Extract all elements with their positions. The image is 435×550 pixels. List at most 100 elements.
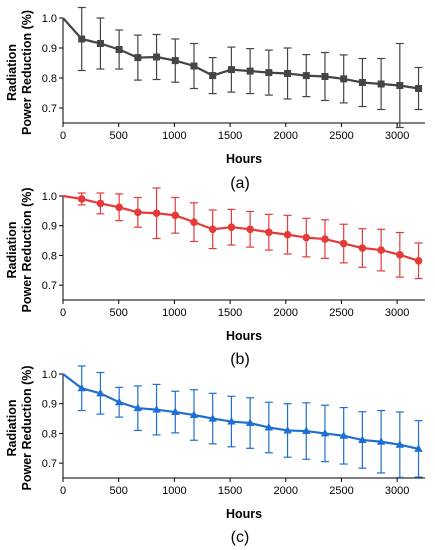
data-point-a <box>190 62 198 70</box>
data-point-a <box>321 73 329 80</box>
data-point-b <box>77 195 86 203</box>
y-tick-label-b: 0.7 <box>42 280 57 292</box>
data-point-a <box>358 79 366 86</box>
data-point-b <box>227 223 236 231</box>
x-tick-label-b: 1500 <box>218 307 242 319</box>
x-tick-label-a: 1000 <box>162 130 186 142</box>
data-point-a <box>153 53 161 61</box>
x-tick-label-a: 1500 <box>218 130 242 142</box>
y-tick-label-b: 0.9 <box>42 221 57 233</box>
data-point-c <box>302 426 311 435</box>
x-axis-title-a: Hours <box>226 152 262 166</box>
data-point-a <box>302 72 310 80</box>
data-point-a <box>78 35 86 43</box>
data-point-a <box>284 70 292 77</box>
data-point-b <box>283 230 292 239</box>
data-point-a <box>209 72 217 80</box>
chart-panel-c: 0 500 1000 1500 2000 2500 3000 0.7 0.8 0.9 1.0 Hour… <box>5 365 425 546</box>
data-point-b <box>358 244 367 252</box>
x-tick-label-a: 0 <box>60 130 66 142</box>
data-point-c <box>395 440 405 448</box>
data-point-c <box>114 397 124 406</box>
x-tick-label-b: 500 <box>110 307 128 319</box>
data-point-c <box>77 383 86 392</box>
data-point-a <box>415 85 423 92</box>
x-tick-label-c: 500 <box>110 485 128 497</box>
panel-label-a: (a) <box>230 175 250 192</box>
y-axis-title-line-a: Radiation <box>5 44 19 101</box>
data-point-a <box>134 54 142 62</box>
y-tick-label-b: 0.8 <box>42 250 57 262</box>
y-tick-label-a: 1.0 <box>42 13 57 25</box>
data-point-c <box>264 422 274 431</box>
x-tick-label-c: 1000 <box>162 485 186 497</box>
data-point-b <box>134 208 142 217</box>
y-tick-label-a: 0.9 <box>42 43 57 55</box>
series-line-a <box>62 17 419 90</box>
x-tick-label-a: 500 <box>110 130 128 142</box>
data-point-c <box>227 417 236 425</box>
data-point-a <box>227 66 235 74</box>
data-point-a <box>340 75 348 83</box>
data-point-b <box>171 211 180 220</box>
data-point-c <box>283 425 292 434</box>
data-point-a <box>96 40 104 47</box>
x-tick-label-c: 1500 <box>218 485 242 497</box>
x-tick-label-a: 2500 <box>329 130 353 142</box>
x-tick-label-c: 0 <box>60 485 66 497</box>
x-tick-label-b: 2000 <box>274 307 298 319</box>
x-tick-label-a: 2000 <box>274 130 298 142</box>
data-point-c <box>189 410 199 419</box>
y-tick-label-a: 0.7 <box>42 103 57 115</box>
y-tick-label-a: 0.8 <box>42 73 57 85</box>
data-point-a <box>115 46 123 53</box>
x-tick-label-a: 3000 <box>385 130 409 142</box>
data-point-b <box>96 199 105 208</box>
y-axis-title-line-c: Power Reduction (%) <box>20 365 34 490</box>
data-point-c <box>339 431 348 439</box>
x-tick-label-c: 2000 <box>274 485 298 497</box>
data-point-b <box>321 235 329 243</box>
x-tick-label-b: 0 <box>60 307 66 319</box>
data-point-a <box>377 80 385 88</box>
data-point-b <box>414 256 423 265</box>
data-point-b <box>396 251 404 259</box>
x-axis-title-b: Hours <box>226 329 262 343</box>
y-tick-label-b: 1.0 <box>42 191 57 203</box>
data-point-c <box>358 435 367 443</box>
chart-panel-b: 0 500 1000 1500 2000 2500 3000 0.7 0.8 0.9 1.0 Hour… <box>5 187 425 368</box>
data-point-b <box>208 225 217 234</box>
chart-panel-a: 0 500 1000 1500 2000 2500 3000 0.7 0.8 0.9 1.0 Hour… <box>5 6 425 192</box>
y-tick-label-c: 0.8 <box>42 428 57 440</box>
data-point-a <box>246 67 254 75</box>
x-tick-label-b: 1000 <box>162 307 186 319</box>
data-point-b <box>190 218 198 226</box>
data-point-c <box>208 414 217 422</box>
y-tick-label-c: 0.9 <box>42 399 57 411</box>
x-axis-title-c: Hours <box>226 507 262 521</box>
data-point-b <box>302 233 311 242</box>
x-tick-label-b: 2500 <box>329 307 353 319</box>
data-point-c <box>414 444 423 452</box>
panel-label-b: (b) <box>230 351 250 368</box>
y-axis-title-line-a: Power Reduction (%) <box>20 10 34 135</box>
data-point-c <box>152 405 161 413</box>
data-point-c <box>376 437 386 445</box>
data-point-c <box>133 403 143 412</box>
y-tick-label-c: 0.7 <box>42 458 57 470</box>
data-point-c <box>96 388 105 397</box>
x-tick-label-c: 2500 <box>329 485 353 497</box>
data-point-a <box>265 69 273 77</box>
series-line-c <box>62 373 419 450</box>
data-point-c <box>171 407 180 416</box>
data-point-c <box>245 418 255 427</box>
y-axis-title-line-b: Radiation <box>5 222 19 279</box>
x-tick-label-b: 3000 <box>385 307 409 319</box>
data-point-c <box>320 428 330 437</box>
data-point-b <box>115 203 123 212</box>
data-point-b <box>377 246 385 254</box>
x-tick-label-c: 3000 <box>385 485 409 497</box>
y-axis-title-line-c: Radiation <box>5 400 19 457</box>
y-axis-title-line-b: Power Reduction (%) <box>20 187 34 312</box>
data-point-b <box>152 209 161 218</box>
